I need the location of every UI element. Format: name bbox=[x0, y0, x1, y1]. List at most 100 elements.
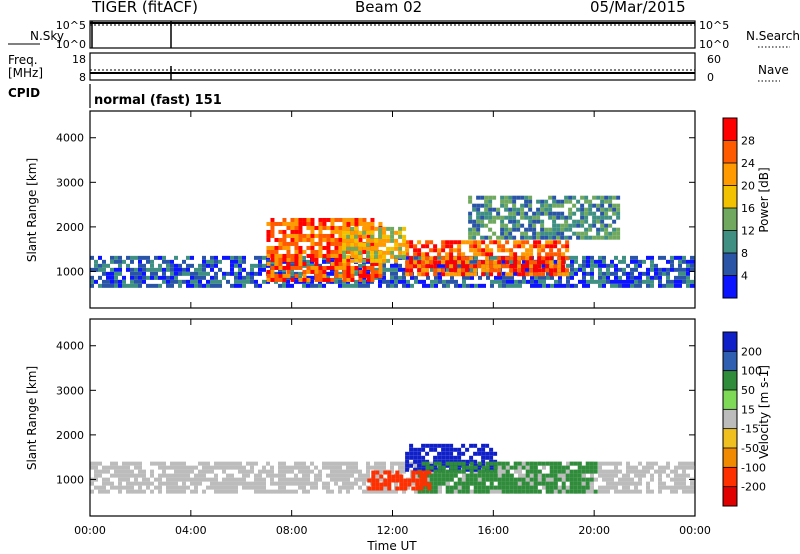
data-cell bbox=[542, 275, 546, 280]
data-cell bbox=[646, 469, 650, 474]
data-cell bbox=[476, 195, 481, 200]
data-cell bbox=[608, 215, 613, 220]
data-cell bbox=[604, 215, 609, 220]
data-cell bbox=[574, 271, 578, 276]
data-cell bbox=[166, 263, 170, 268]
data-cell bbox=[386, 238, 391, 243]
data-cell bbox=[415, 486, 420, 491]
data-cell bbox=[234, 275, 238, 280]
data-cell bbox=[598, 263, 602, 268]
data-cell bbox=[674, 275, 678, 280]
y-tick-label: 4000 bbox=[56, 340, 84, 353]
data-cell bbox=[405, 463, 410, 468]
data-cell bbox=[182, 465, 186, 470]
data-cell bbox=[158, 465, 162, 470]
data-cell bbox=[423, 478, 428, 483]
data-cell bbox=[502, 279, 506, 284]
data-cell bbox=[286, 265, 291, 270]
data-cell bbox=[528, 235, 533, 240]
data-cell bbox=[390, 250, 395, 255]
data-cell bbox=[556, 231, 561, 236]
data-cell bbox=[166, 489, 170, 494]
data-cell bbox=[544, 203, 549, 208]
data-cell bbox=[102, 271, 106, 276]
data-cell bbox=[457, 451, 462, 456]
data-cell bbox=[674, 473, 678, 478]
data-cell bbox=[174, 267, 178, 272]
data-cell bbox=[521, 485, 526, 490]
data-cell bbox=[150, 271, 154, 276]
data-cell bbox=[94, 461, 98, 466]
data-cell bbox=[110, 275, 114, 280]
data-cell bbox=[576, 219, 581, 224]
data-cell bbox=[549, 272, 554, 277]
data-cell bbox=[274, 277, 279, 282]
data-cell bbox=[509, 485, 514, 490]
data-cell bbox=[674, 267, 678, 272]
data-cell bbox=[318, 269, 323, 274]
data-cell bbox=[383, 478, 388, 483]
data-cell bbox=[573, 461, 578, 466]
data-cell bbox=[564, 199, 569, 204]
data-cell bbox=[378, 250, 383, 255]
data-cell bbox=[593, 465, 598, 470]
data-cell bbox=[366, 283, 370, 288]
data-cell bbox=[338, 233, 343, 238]
data-cell bbox=[553, 461, 558, 466]
data-cell bbox=[658, 481, 662, 486]
data-cell bbox=[190, 481, 194, 486]
data-cell bbox=[370, 221, 375, 226]
data-cell bbox=[425, 264, 430, 269]
data-cell bbox=[334, 461, 338, 466]
data-cell bbox=[497, 260, 502, 265]
data-cell bbox=[425, 256, 430, 261]
data-cell bbox=[230, 477, 234, 482]
data-cell bbox=[514, 283, 518, 288]
data-cell bbox=[334, 249, 339, 254]
data-cell bbox=[382, 242, 387, 247]
data-cell bbox=[569, 477, 574, 482]
data-cell bbox=[600, 215, 605, 220]
data-cell bbox=[550, 477, 554, 482]
data-cell bbox=[402, 283, 406, 288]
data-cell bbox=[342, 234, 347, 239]
data-cell bbox=[274, 473, 278, 478]
data-cell bbox=[282, 217, 287, 222]
data-cell bbox=[402, 267, 406, 272]
data-cell bbox=[549, 473, 554, 478]
data-cell bbox=[366, 238, 371, 243]
data-cell bbox=[489, 461, 494, 466]
data-cell bbox=[134, 477, 138, 482]
data-cell bbox=[350, 246, 355, 251]
data-cell bbox=[134, 271, 138, 276]
data-cell bbox=[545, 264, 550, 269]
data-cell bbox=[476, 211, 481, 216]
data-cell bbox=[278, 271, 282, 276]
data-cell bbox=[342, 254, 347, 259]
data-cell bbox=[102, 263, 106, 268]
data-cell bbox=[600, 211, 605, 216]
data-cell bbox=[457, 248, 462, 253]
data-cell bbox=[318, 469, 322, 474]
data-cell bbox=[222, 485, 226, 490]
data-cell bbox=[493, 485, 498, 490]
data-cell bbox=[394, 481, 398, 486]
data-cell bbox=[512, 219, 517, 224]
data-cell bbox=[394, 254, 399, 259]
data-cell bbox=[469, 455, 474, 460]
data-cell bbox=[170, 275, 174, 280]
data-cell bbox=[409, 264, 414, 269]
data-cell bbox=[322, 259, 326, 264]
data-cell bbox=[524, 203, 529, 208]
data-cell bbox=[362, 258, 367, 263]
data-cell bbox=[310, 485, 314, 490]
data-cell bbox=[206, 259, 210, 264]
data-cell bbox=[606, 473, 610, 478]
data-cell bbox=[504, 203, 509, 208]
data-cell bbox=[522, 279, 526, 284]
data-cell bbox=[342, 238, 347, 243]
data-cell bbox=[586, 263, 590, 268]
data-cell bbox=[310, 481, 314, 486]
data-cell bbox=[433, 443, 438, 448]
data-cell bbox=[566, 283, 570, 288]
